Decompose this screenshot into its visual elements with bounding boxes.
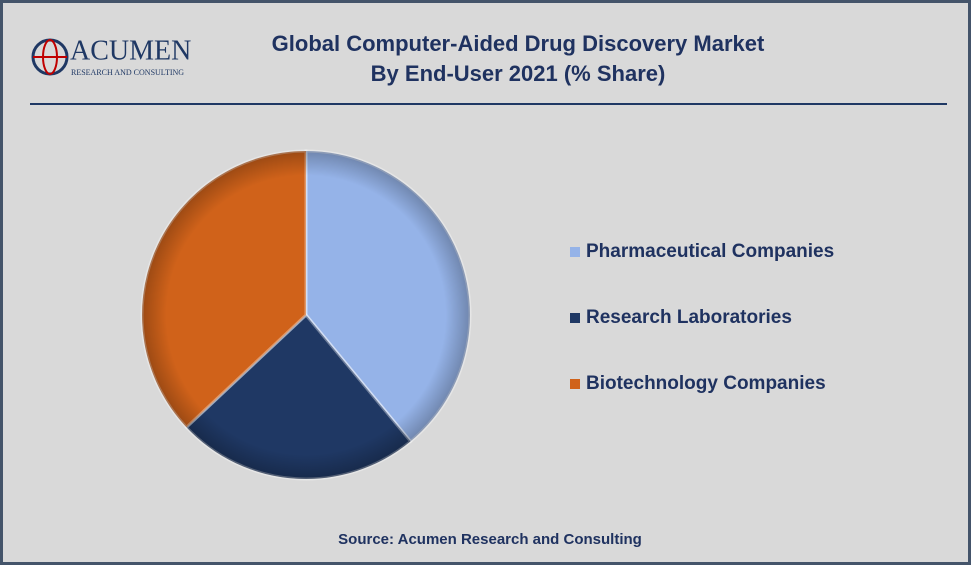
chart-title: Global Computer-Aided Drug Discovery Mar… <box>272 31 765 56</box>
legend-label: Biotechnology Companies <box>586 373 826 394</box>
chart-title: By End-User 2021 (% Share) <box>371 61 666 86</box>
legend-marker <box>570 313 580 323</box>
source: Source: Acumen Research and Consulting <box>338 531 642 548</box>
legend-marker <box>570 247 580 257</box>
legend-label: Pharmaceutical Companies <box>586 241 834 262</box>
legend-label: Research Laboratories <box>586 307 792 328</box>
legend-marker <box>570 379 580 389</box>
logo: ACUMEN RESEARCH AND CONSULTING <box>31 35 191 77</box>
logo-tagline: RESEARCH AND CONSULTING <box>71 68 184 77</box>
logo-name: ACUMEN <box>70 35 191 66</box>
